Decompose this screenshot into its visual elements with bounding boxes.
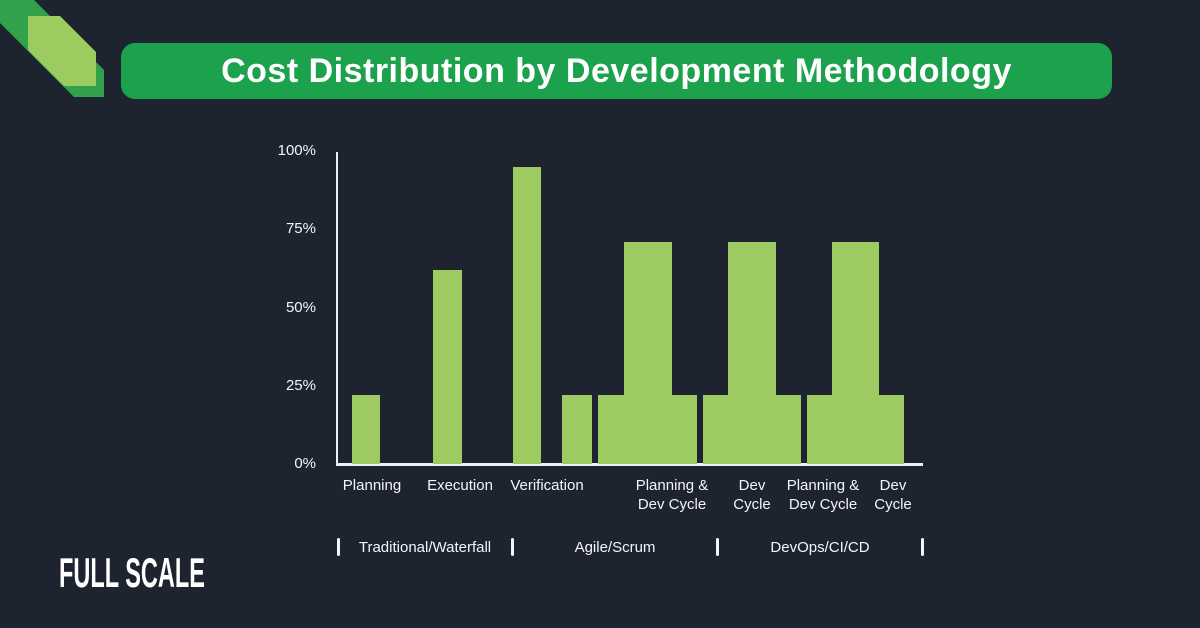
group-label: Agile/Scrum	[574, 539, 656, 556]
x-tick-label: Dev Cycle	[874, 477, 912, 513]
x-tick-label: Execution	[427, 477, 493, 494]
bar-execution	[433, 269, 462, 464]
x-tick-label: Planning & Dev Cycle	[786, 477, 860, 513]
corner-ribbon-icon	[0, 0, 104, 97]
group-label: DevOps/CI/CD	[770, 539, 870, 556]
x-tick-label: Verification	[510, 477, 584, 494]
full-scale-logo: FULL SCALE	[59, 552, 205, 594]
group-separator	[921, 538, 924, 556]
x-tick-label: Planning	[342, 477, 402, 494]
logo-text: FULL SCALE	[59, 549, 205, 596]
bar-agile-cycle-2	[728, 241, 776, 464]
group-separator	[337, 538, 340, 556]
y-tick-label: 75%	[285, 220, 316, 238]
bar-planning	[352, 395, 380, 464]
ribbon-light-stripe	[28, 16, 96, 86]
bar-agile-cycle-1	[624, 241, 672, 464]
y-tick-label: 100%	[277, 142, 316, 159]
bar-verification	[513, 166, 541, 464]
y-tick-label: 50%	[285, 298, 316, 316]
title-banner: Cost Distribution by Development Methodo…	[121, 43, 1112, 99]
y-tick-label: 0%	[294, 455, 316, 472]
y-tick-label: 25%	[285, 376, 316, 394]
bar-devops-cycle	[832, 241, 879, 464]
group-label: Traditional/Waterfall	[358, 539, 492, 556]
x-tick-label: Planning & Dev Cycle	[635, 477, 709, 513]
page-title: Cost Distribution by Development Methodo…	[221, 51, 1012, 90]
x-axis-line	[336, 463, 923, 466]
x-tick-label: Dev Cycle	[733, 477, 771, 513]
group-separator	[511, 538, 514, 556]
bar-agile-lead-in	[562, 395, 592, 464]
y-axis-line	[336, 152, 338, 466]
group-separator	[716, 538, 719, 556]
